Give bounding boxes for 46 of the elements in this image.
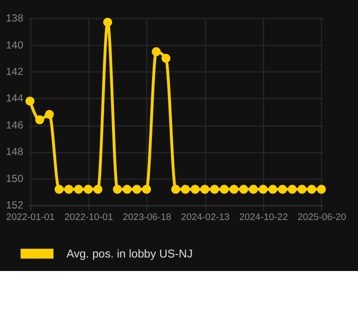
point (258, 184, 268, 194)
point (84, 184, 93, 194)
y-tick-label: 138 (6, 14, 24, 25)
x-tick-label: 2024-10-22 (239, 212, 288, 224)
point (210, 184, 220, 194)
point (278, 184, 288, 194)
point (35, 115, 44, 124)
y-tick-label: 146 (6, 120, 24, 132)
point (44, 110, 54, 119)
point (142, 184, 152, 194)
point (132, 184, 142, 194)
point (171, 184, 180, 194)
point (268, 184, 278, 194)
x-tick-label: 2023-06-18 (122, 212, 172, 224)
point (200, 184, 210, 194)
point (93, 184, 102, 194)
point (152, 47, 161, 56)
point (54, 184, 64, 194)
x-tick-label: 2024-02-13 (181, 212, 230, 224)
x-tick-label: 2022-10-01 (64, 212, 113, 224)
point (103, 18, 112, 27)
y-tick-label: 152 (6, 200, 24, 212)
point (297, 184, 306, 194)
point (122, 184, 132, 194)
point (64, 184, 74, 194)
point (25, 96, 34, 106)
point (239, 184, 248, 194)
point (220, 184, 229, 194)
y-tick-label: 144 (6, 94, 24, 105)
point (161, 54, 170, 63)
point (307, 184, 316, 194)
point (74, 184, 84, 194)
point (288, 184, 297, 194)
y-tick-label: 142 (6, 66, 24, 78)
y-tick-label: 150 (6, 174, 24, 185)
point (112, 184, 122, 194)
y-tick-label: 140 (6, 40, 24, 52)
y-tick-label: 148 (6, 147, 24, 158)
point (316, 184, 326, 194)
legend-label: Avg. pos. in lobby US-NJ (66, 248, 193, 261)
x-tick-label: 2025-06-20 (298, 212, 346, 224)
point (180, 184, 190, 194)
point (229, 184, 238, 194)
x-tick-label: 2022-01-01 (6, 212, 55, 224)
point (248, 184, 258, 194)
point (190, 184, 200, 194)
